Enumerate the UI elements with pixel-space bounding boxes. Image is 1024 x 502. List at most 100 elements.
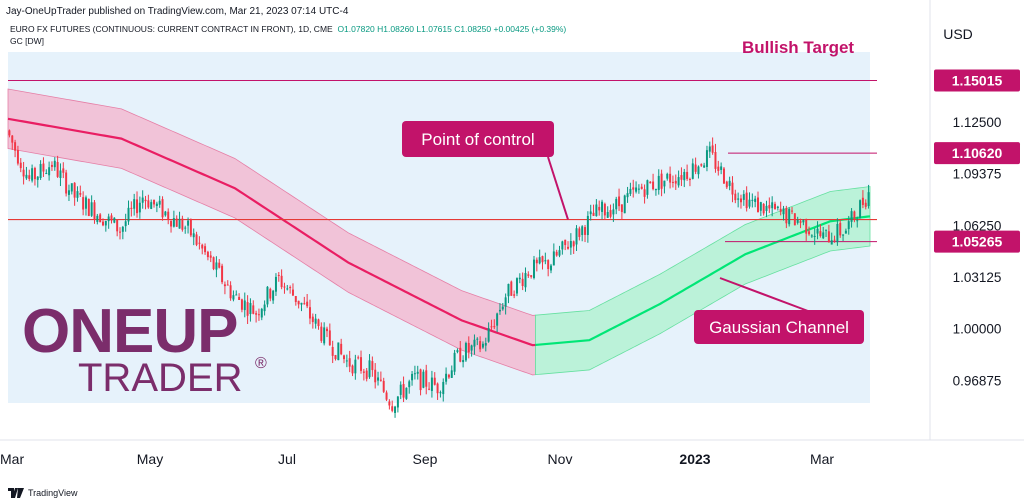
candle [450,365,453,378]
candle [155,201,158,213]
candle [215,256,218,278]
candle [286,284,289,291]
candle-body [161,199,164,218]
candle [547,259,550,277]
candle [654,188,657,196]
candle [229,281,232,301]
candle [87,198,90,217]
candle-body [223,284,226,287]
candle [221,263,224,285]
candle [110,213,113,224]
symbol-line: EURO FX FUTURES (CONTINUOUS: CURRENT CON… [10,24,566,34]
candle [263,300,266,316]
footer-brand: TradingView [28,488,78,498]
candle-body [28,175,31,179]
candle-body [204,246,207,253]
candle [819,224,822,238]
candle-body [589,211,592,215]
candle-body [343,355,346,360]
time-tick-label: Mar [810,451,834,467]
candle-body [328,330,331,346]
candle [204,243,207,255]
candle [703,162,706,168]
candle-body [133,199,136,209]
candle [161,196,164,221]
candle-body [396,396,399,408]
candle [799,218,802,229]
candle-body [11,135,14,143]
candle [394,405,397,418]
candle-body [138,202,141,213]
candle-body [541,256,544,263]
candle-body [530,275,533,277]
candle-body [793,213,796,226]
candle [170,220,173,233]
candle [728,176,731,191]
candle [408,379,411,394]
candle-body [521,278,524,286]
candle [493,319,496,330]
candle-body [830,240,833,245]
candle-body [481,343,484,348]
candle [11,134,14,150]
candle [734,189,737,204]
candle-body [181,218,184,230]
candle-body [45,173,48,175]
candle-body [564,239,567,246]
logo-line2: TRADER [78,356,242,400]
candle [697,165,700,179]
candle-body [527,274,530,276]
candle-body [490,326,493,328]
candle-body [748,199,751,207]
candle-body [674,180,677,184]
candle-body [462,360,465,363]
candle [782,205,785,221]
candle [442,378,445,402]
candle [725,180,728,189]
candle-body [19,162,22,169]
candle-body [496,313,499,326]
candle-body [124,221,127,227]
candle-body [578,228,581,237]
price-tick-label: 1.06250 [953,218,1002,233]
candle-body [158,200,161,205]
candle-body [813,235,816,237]
candle [691,158,694,180]
candle-body [184,227,187,229]
candle [42,157,45,177]
candle-body [745,192,748,209]
candle [93,200,96,224]
candle [303,296,306,305]
candle [274,273,277,296]
candle-body [510,281,513,296]
candle-body [291,289,294,296]
candle [255,310,258,323]
candle-body [762,204,765,214]
candle-body [405,387,408,399]
candle-body [722,168,725,184]
candle-body [453,352,456,372]
candle [620,204,623,220]
candle-body [337,342,340,361]
candle-body [768,205,771,209]
candle-body [850,211,853,222]
price-tick-label: 1.00000 [953,322,1002,337]
candle [218,259,221,269]
candle-body [456,350,459,353]
candle [507,283,510,304]
candle [847,215,850,235]
candle [462,355,465,368]
candle [836,218,839,246]
candle-body [96,215,99,222]
candle [294,295,297,306]
candle-body [547,260,550,270]
candle-body [252,305,255,314]
candle [19,158,22,173]
candle-body [402,384,405,398]
candle [674,174,677,190]
candle [133,193,136,216]
candle [810,234,813,238]
candle-body [615,198,618,210]
candle-body [779,208,782,212]
